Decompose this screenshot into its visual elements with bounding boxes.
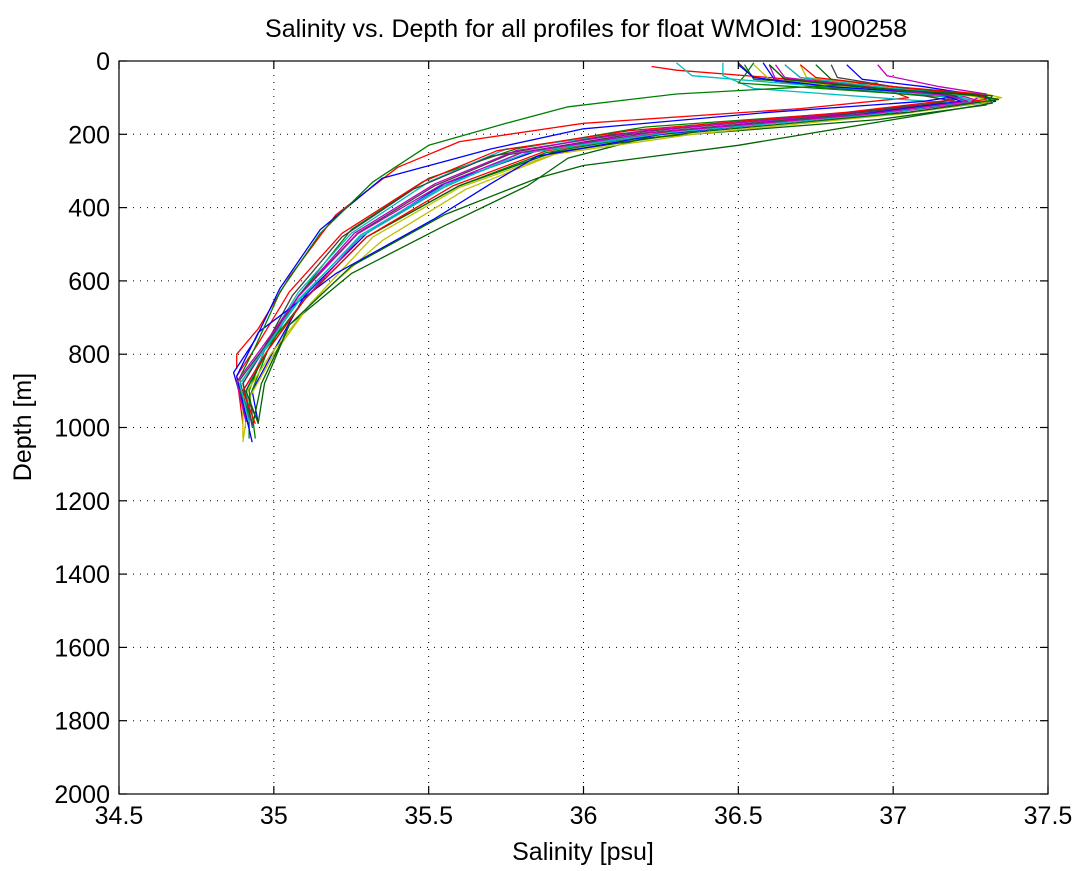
series-layer — [232, 62, 1003, 443]
profile-line-17 — [236, 64, 962, 443]
y-tick-label: 1800 — [54, 708, 110, 736]
y-tick-label: 600 — [68, 268, 110, 296]
chart-title: Salinity vs. Depth for all profiles for … — [265, 15, 907, 43]
y-tick-label: 1200 — [54, 488, 110, 516]
x-tick-label: 37.5 — [1024, 802, 1073, 830]
x-tick-label: 36 — [570, 802, 598, 830]
y-tick-label: 1400 — [54, 561, 110, 589]
x-tick-label: 37 — [879, 802, 907, 830]
y-tick-label: 2000 — [54, 781, 110, 809]
profile-line-8 — [251, 64, 993, 428]
profile-line-9 — [232, 64, 972, 428]
x-tick-label: 36.5 — [714, 802, 763, 830]
profile-line-10 — [248, 62, 962, 439]
x-axis-label: Salinity [psu] — [512, 838, 654, 866]
y-tick-label: 400 — [68, 195, 110, 223]
profile-line-1 — [251, 62, 997, 424]
grid-layer — [119, 61, 1048, 794]
x-tick-label: 34.5 — [95, 802, 144, 830]
profile-line-3 — [236, 65, 910, 369]
profile-line-18 — [236, 82, 878, 414]
y-tick-label: 1600 — [54, 634, 110, 662]
tick-layer: 34.5 35 35.5 36 36.5 37 37.5 0 200 400 600 800 1000 1… — [54, 48, 1072, 830]
profile-line-22 — [257, 64, 993, 423]
y-tick-label: 1000 — [54, 415, 110, 443]
y-axis-label: Depth [m] — [9, 373, 37, 481]
x-tick-label: 35.5 — [404, 802, 453, 830]
x-tick-label: 35 — [260, 802, 288, 830]
y-tick-label: 800 — [68, 341, 110, 369]
y-tick-label: 200 — [68, 121, 110, 149]
profile-line-20 — [239, 64, 972, 423]
y-tick-label: 0 — [96, 48, 110, 76]
